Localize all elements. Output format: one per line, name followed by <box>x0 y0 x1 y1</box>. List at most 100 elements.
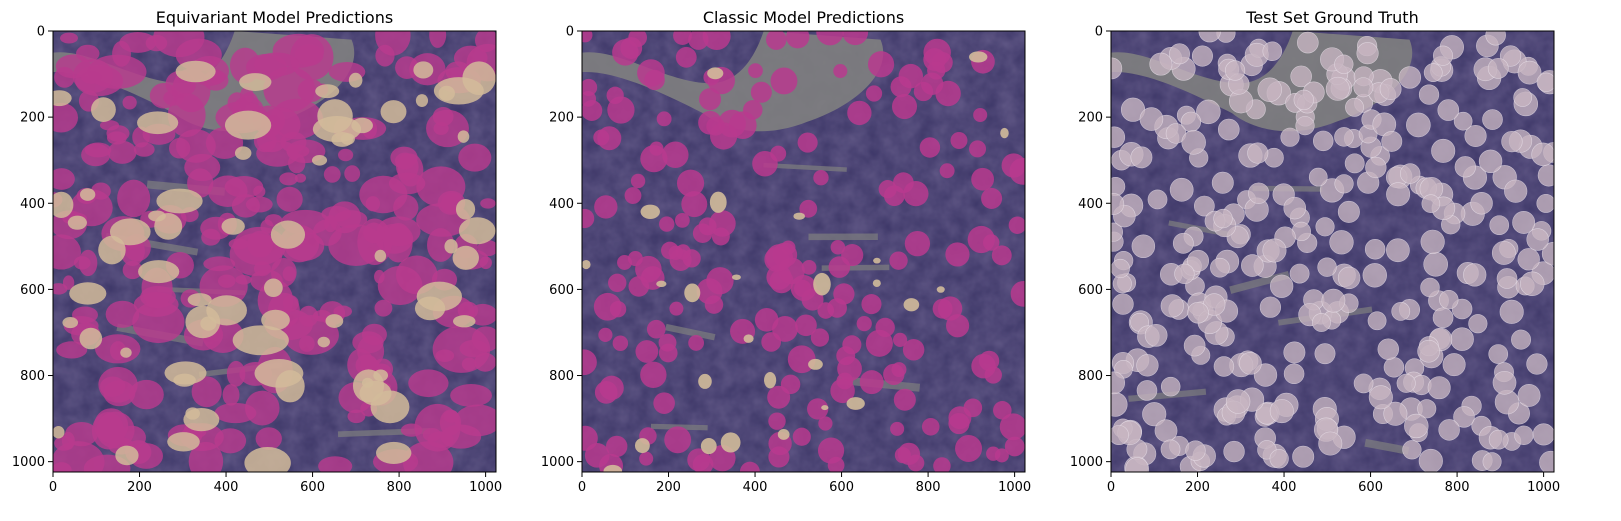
y-tick-label: 400 <box>1078 197 1103 212</box>
ground-truth-disc <box>1365 156 1387 179</box>
prediction-disc <box>607 96 635 124</box>
prediction-disc <box>867 51 895 78</box>
ground-truth-disc <box>1125 457 1149 472</box>
ground-truth-overlay-image <box>1111 31 1554 472</box>
agreement-patch <box>462 61 496 96</box>
prediction-disc <box>582 208 595 229</box>
ground-truth-disc <box>1386 182 1411 207</box>
agreement-patch <box>374 249 387 263</box>
ground-truth-disc <box>1488 429 1509 450</box>
ground-truth-disc <box>1131 234 1156 259</box>
stroma-streak <box>1364 438 1410 455</box>
ground-truth-disc <box>1399 163 1421 184</box>
prediction-blob <box>279 172 298 186</box>
prediction-disc <box>728 111 757 140</box>
image-area <box>53 31 496 472</box>
x-axis: 0 200 400 600 800 1000 <box>1107 472 1560 495</box>
ground-truth-disc <box>1418 448 1443 472</box>
ground-truth-disc <box>1160 439 1181 460</box>
prediction-blob <box>260 219 274 235</box>
agreement-patch <box>173 373 196 387</box>
ground-truth-disc <box>1283 341 1306 364</box>
ground-truth-disc <box>1532 423 1554 446</box>
stroma-streak <box>763 162 847 172</box>
ground-truth-disc <box>1149 52 1173 76</box>
prediction-blob <box>318 456 353 472</box>
agreement-patch <box>331 132 353 147</box>
prediction-disc <box>739 461 760 472</box>
prediction-blob <box>73 256 91 270</box>
axes-frame <box>581 30 1026 473</box>
prediction-disc <box>1009 157 1025 185</box>
prediction-disc <box>640 361 667 388</box>
prediction-disc <box>818 416 833 431</box>
prediction-disc <box>768 446 790 468</box>
prediction-blob <box>235 274 252 285</box>
ground-truth-disc <box>1499 299 1524 324</box>
ground-truth-disc <box>1111 176 1126 197</box>
prediction-blob <box>245 196 273 213</box>
classic-predictions-panel: Classic Model Predictions 0 200 400 600 800 1… <box>541 8 1031 495</box>
ground-truth-disc <box>1427 376 1451 400</box>
prediction-disc <box>827 456 845 472</box>
prediction-disc <box>830 378 855 404</box>
ground-truth-disc <box>1224 60 1246 81</box>
prediction-blob <box>65 421 98 447</box>
ground-truth-disc <box>1362 263 1387 288</box>
prediction-disc <box>688 31 709 50</box>
prediction-disc <box>897 442 921 465</box>
ground-truth-disc <box>1196 99 1221 125</box>
prediction-disc <box>890 421 905 436</box>
prediction-disc <box>627 251 643 267</box>
prediction-blob <box>254 52 300 77</box>
prediction-disc <box>646 319 666 339</box>
prediction-blob <box>474 31 496 53</box>
axes-frame <box>52 30 497 473</box>
prediction-disc <box>963 398 983 418</box>
agreement-patch <box>311 155 328 166</box>
prediction-disc <box>768 412 786 430</box>
ground-truth-disc <box>1353 373 1374 394</box>
ground-truth-disc <box>1398 66 1422 89</box>
ground-truth-disc <box>1432 45 1454 66</box>
ground-truth-disc <box>1418 84 1440 105</box>
agreement-patch <box>821 405 829 411</box>
prediction-disc <box>955 434 983 463</box>
prediction-disc <box>945 242 970 267</box>
ground-truth-disc <box>1172 232 1194 254</box>
ground-truth-disc <box>1297 31 1319 54</box>
prediction-disc <box>883 363 905 386</box>
ground-truth-disc <box>1136 354 1159 377</box>
agreement-patch <box>263 278 283 298</box>
agreement-patch <box>1000 127 1009 139</box>
agreement-patch <box>373 369 389 382</box>
ground-truth-disc <box>1485 31 1506 46</box>
agreement-patch <box>634 438 650 454</box>
prediction-blob <box>480 198 496 209</box>
y-tick-label: 400 <box>20 197 45 212</box>
prediction-disc <box>669 301 684 316</box>
image-area <box>1111 31 1554 472</box>
prediction-blob <box>375 44 395 67</box>
ground-truth-disc <box>1139 107 1164 131</box>
prediction-disc <box>827 298 847 318</box>
agreement-patch <box>138 260 180 284</box>
ground-truth-disc <box>1439 289 1459 310</box>
ground-truth-disc <box>1420 229 1445 254</box>
ground-truth-disc <box>1295 116 1315 136</box>
prediction-disc <box>612 335 629 352</box>
agreement-patch <box>707 67 724 80</box>
prediction-disc <box>893 332 908 347</box>
agreement-patch <box>361 377 374 389</box>
y-tick-label: 0 <box>37 25 45 40</box>
prediction-disc <box>704 295 724 314</box>
prediction-disc <box>971 167 995 191</box>
prediction-blob <box>71 306 99 324</box>
ground-truth-disc <box>1402 440 1422 460</box>
y-tick-label: 600 <box>549 283 574 298</box>
ground-truth-disc <box>1417 399 1437 419</box>
ground-truth-disc <box>1368 385 1393 410</box>
agreement-patch <box>903 298 920 312</box>
agreement-patch <box>452 245 479 270</box>
y-axis: 0 200 400 600 800 1000 <box>1070 25 1111 470</box>
